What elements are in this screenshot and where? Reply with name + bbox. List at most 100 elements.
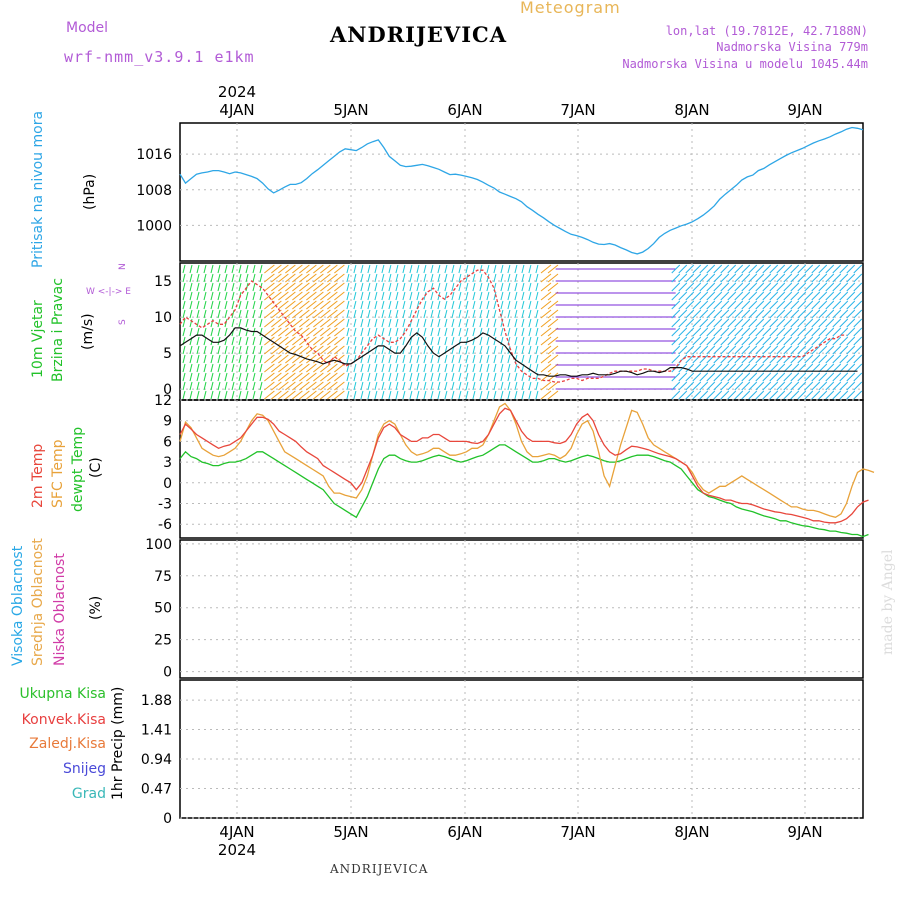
wind-arrow [493,381,497,391]
wind-arrow [486,381,490,391]
wind-arrow [292,345,303,355]
wind-arrow [507,282,511,292]
wind-arrow [306,282,317,292]
wind-arrow [748,273,758,283]
wind-arrow [252,372,256,382]
wind-arrow [189,372,193,382]
wind-arrow [678,327,688,337]
wind-arrow [451,363,455,373]
wind-arrow [334,345,345,355]
wind-arrow [203,345,207,355]
wind-arrow [514,273,518,283]
wind-arrow [804,390,814,400]
wind-arrow [804,372,814,382]
wind-arrow [271,327,282,337]
wind-arrow [327,336,338,346]
wind-arrow [521,264,525,274]
wind-arrow [210,390,214,400]
wind-arrow [409,336,413,346]
wind-arrow [189,291,193,301]
wind-arrow [839,327,849,337]
wind-arrow [713,264,723,274]
wind-arrow [514,309,518,319]
wind-arrow [521,273,525,283]
wind-arrow [540,273,552,283]
wind-arrow [734,381,744,391]
wind-arrow [360,282,364,292]
wind-arrow [853,390,863,400]
wind-arrow [790,390,800,400]
wind-arrow [748,318,758,328]
wind-arrow [381,372,385,382]
wind-arrow [535,282,539,292]
y-tick-label: 12 [154,393,172,409]
wind-arrow [479,363,483,373]
wind-arrow [685,345,695,355]
wind-arrow [423,345,427,355]
wind-arrow [762,264,772,274]
wind-arrow [465,309,469,319]
wind-arrow [292,300,303,310]
wind-arrow [547,282,559,292]
wind-arrow [451,291,455,301]
wind-arrow [203,336,207,346]
wind-arrow [535,273,539,283]
wind-arrow [797,390,807,400]
wind-arrow [299,363,310,373]
wind-arrow [320,354,331,364]
wind-arrow [839,264,849,274]
wind-arrow [748,300,758,310]
wind-arrow [381,309,385,319]
wind-arrow [203,309,207,319]
wind-arrow [374,309,378,319]
wind-arrow [285,273,296,283]
wind-arrow [825,327,835,337]
wind-arrow [547,318,559,328]
wind-arrow [818,282,828,292]
wind-arrow [252,318,256,328]
wind-arrow [444,264,448,274]
wind-arrow [264,264,275,274]
wind-arrow [299,264,310,274]
wind-arrow [458,372,462,382]
wind-arrow [327,273,338,283]
wind-arrow [853,327,863,337]
wind-arrow [547,264,559,274]
wind-arrow [409,381,413,391]
wind-arrow [189,282,193,292]
x-tick-bottom-8JAN: 8JAN [674,823,709,841]
wind-arrow [832,318,842,328]
wind-arrow [783,282,793,292]
wind-arrow [853,318,863,328]
wind-arrow [720,327,730,337]
wind-arrow [685,282,695,292]
wind-arrow [500,390,504,400]
wind-arrow [367,291,371,301]
footer-station: ANDRIJEVICA [330,862,429,876]
wind-arrow [381,273,385,283]
wind-arrow [203,291,207,301]
wind-arrow [783,336,793,346]
wind-arrow [790,345,800,355]
wind-arrow [776,390,786,400]
wind-arrow [271,282,282,292]
wind-arrow [416,372,420,382]
wind-arrow [762,309,772,319]
wind-arrow [713,390,723,400]
wind-arrow [182,264,186,274]
wind-arrow [486,336,490,346]
wind-arrow [278,282,289,292]
wind-arrow [402,372,406,382]
wind-arrow [472,381,476,391]
wind-arrow [353,273,357,283]
wind-arrow [409,345,413,355]
wind-arrow [285,264,296,274]
wind-arrow [741,309,751,319]
wind-arrow [713,309,723,319]
wind-arrow [678,273,688,283]
wind-arrow [353,318,357,328]
wind-arrow [685,309,695,319]
wind-arrow [210,345,214,355]
wind-arrow [444,282,448,292]
wind-arrow [846,318,856,328]
